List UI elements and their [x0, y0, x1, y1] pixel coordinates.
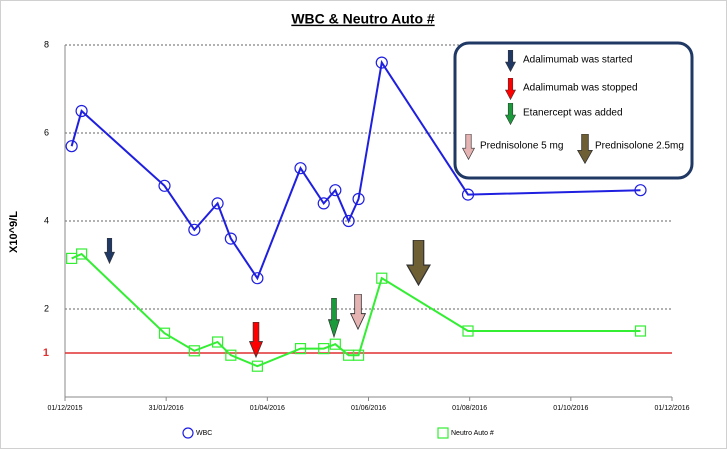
- point: [211, 336, 224, 348]
- point: [352, 192, 365, 206]
- point: [188, 223, 201, 236]
- annotation-box: Adalimumab was started Adalimumab was st…: [453, 41, 694, 180]
- legend-label: WBC: [196, 430, 212, 437]
- x-tick-label: 01/12/2016: [654, 405, 689, 412]
- plot-area: 2 4 6 8 01/12/2015 31/01/2016 01/04/2016 01/06/…: [43, 39, 690, 439]
- point: [375, 56, 388, 69]
- chart-title: WBC & Neutro Auto #: [291, 11, 435, 27]
- legend-label: Neutro Auto #: [451, 430, 494, 437]
- x-tick-label: 31/01/2016: [149, 405, 184, 412]
- x-tick-label: 01/04/2016: [250, 405, 285, 412]
- series-line: [71, 252, 641, 368]
- point: [342, 214, 355, 228]
- point: [318, 343, 330, 355]
- point: [65, 140, 78, 153]
- point: [294, 162, 307, 175]
- point: [75, 104, 88, 118]
- point: [75, 248, 88, 260]
- y-tick-label: 2: [44, 303, 49, 313]
- point: [158, 327, 171, 339]
- series-line: [70, 59, 641, 281]
- point: [634, 325, 647, 337]
- point: [634, 184, 647, 197]
- point: [329, 338, 341, 350]
- annotation-text: Adalimumab was stopped: [523, 83, 638, 94]
- annotation-text: Prednisolone 5 mg: [480, 141, 563, 152]
- y-tick-label: 4: [44, 215, 49, 225]
- y-axis-label: X10^9/L: [8, 211, 20, 253]
- point: [294, 343, 307, 355]
- x-tick-label: 01/12/2015: [47, 405, 82, 412]
- legend-marker: [182, 427, 194, 439]
- point: [211, 197, 224, 210]
- x-tick-label: 01/06/2016: [351, 405, 386, 412]
- annotation-frame: [453, 41, 694, 180]
- legend-marker: [437, 427, 449, 439]
- point: [188, 345, 200, 357]
- point: [158, 179, 171, 192]
- annotation-text: Adalimumab was started: [523, 55, 633, 66]
- y-tick-label: 8: [44, 39, 49, 49]
- x-tick-label: 01/10/2016: [553, 405, 588, 412]
- annotation-text: Etanercept was added: [523, 108, 623, 119]
- threshold-label: 1: [43, 347, 49, 359]
- point: [462, 325, 474, 337]
- point: [461, 188, 475, 201]
- x-tick-label: 01/08/2016: [452, 405, 487, 412]
- point: [225, 349, 237, 361]
- y-tick-label: 6: [44, 127, 49, 137]
- point: [224, 232, 237, 245]
- point: [376, 272, 388, 284]
- point: [251, 272, 264, 285]
- point: [251, 360, 263, 372]
- point: [352, 349, 365, 361]
- point: [329, 184, 342, 197]
- point: [317, 197, 330, 210]
- annotation-text: Prednisolone 2.5mg: [595, 141, 684, 152]
